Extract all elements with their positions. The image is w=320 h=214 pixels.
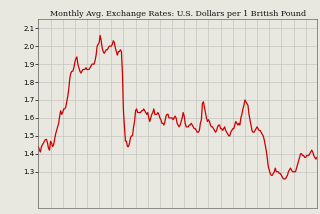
Title: Monthly Avg. Exchange Rates: U.S. Dollars per 1 British Pound: Monthly Avg. Exchange Rates: U.S. Dollar… [50,10,306,18]
